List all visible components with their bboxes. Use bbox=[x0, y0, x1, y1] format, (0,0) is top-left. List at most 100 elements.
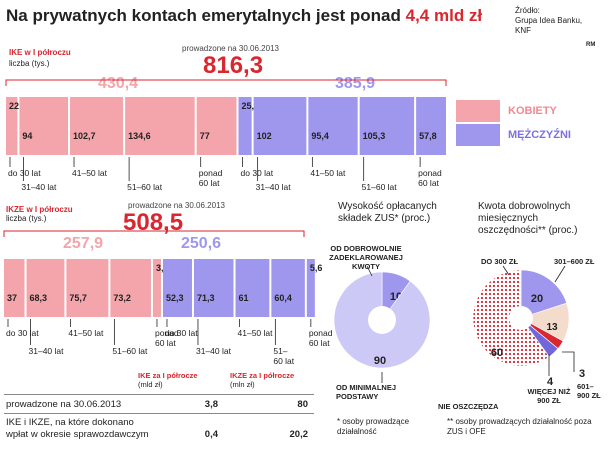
ike-women-total: 430,4 bbox=[98, 75, 139, 92]
bar bbox=[162, 259, 192, 317]
bar bbox=[66, 259, 109, 317]
pie-hole bbox=[509, 306, 533, 330]
table-col2-header: IKZE za I półrocze (mln zł) bbox=[230, 371, 294, 389]
category-label: ponad bbox=[418, 168, 442, 178]
bar-value-label: 25,4 bbox=[242, 101, 260, 111]
pie-hole bbox=[368, 306, 396, 334]
table-col2-unit: (mln zł) bbox=[230, 380, 255, 389]
pie-leader bbox=[366, 265, 373, 277]
pie-slice bbox=[520, 269, 568, 319]
ikze-men-total: 250,6 bbox=[181, 235, 222, 252]
category-label: do 30 lat bbox=[8, 168, 41, 178]
pie-leader bbox=[562, 351, 575, 372]
bar bbox=[306, 259, 315, 317]
bar bbox=[238, 97, 252, 155]
savings-footnote: ** osoby prowadzących działalność poza Z… bbox=[447, 417, 592, 436]
pie-value-label: 13 bbox=[546, 322, 558, 333]
bar bbox=[271, 259, 305, 317]
bar bbox=[70, 97, 124, 155]
pie-value-label: 60 bbox=[491, 347, 503, 359]
table-col2-title: IKZE za I półrocze bbox=[230, 371, 295, 380]
savings-slice-label: DO 300 ZŁ bbox=[481, 257, 519, 266]
category-label: 60 lat bbox=[273, 356, 294, 366]
category-label: 41–50 lat bbox=[72, 168, 108, 178]
bar-value-label: 60,4 bbox=[274, 293, 292, 303]
source-label: Źródło: bbox=[515, 6, 540, 15]
category-label: 31–40 lat bbox=[21, 182, 57, 192]
pie-value-label: 4 bbox=[547, 376, 554, 388]
category-label: ponad bbox=[309, 328, 333, 338]
table-divider bbox=[4, 394, 314, 395]
category-label: 31–40 lat bbox=[196, 346, 232, 356]
source-note: Źródło: Grupa Idea Banku, KNF bbox=[515, 6, 605, 36]
bar-value-label: 68,3 bbox=[30, 293, 48, 303]
table-row-value: 20,2 bbox=[289, 429, 309, 440]
category-label: do 30 lat bbox=[6, 328, 39, 338]
bar-value-label: 52,3 bbox=[166, 293, 184, 303]
category-label: 51–60 lat bbox=[127, 182, 163, 192]
table-row-value: 80 bbox=[297, 399, 308, 410]
ikze-ylabel: liczba (tys.) bbox=[6, 214, 47, 223]
ike-note: prowadzone na 30.06.2013 bbox=[182, 44, 279, 53]
bar bbox=[253, 97, 307, 155]
category-label: 51–60 lat bbox=[362, 182, 398, 192]
source-line: Grupa Idea Banku, bbox=[515, 16, 583, 25]
bar bbox=[308, 97, 358, 155]
bar bbox=[193, 259, 234, 317]
table-row-label-line: wpłat w okresie sprawozdawczym bbox=[6, 429, 149, 440]
pie-leader bbox=[554, 265, 566, 283]
zus-pie-title: Wysokość opłacanych składek ZUS* (proc.) bbox=[338, 201, 437, 224]
category-label: 60 lat bbox=[418, 178, 439, 188]
bar bbox=[6, 97, 18, 155]
bar bbox=[152, 259, 161, 317]
bar bbox=[110, 259, 151, 317]
bar-value-label: 102,7 bbox=[73, 131, 96, 141]
table-col1-header: IKE za I półrocze (mld zł) bbox=[138, 371, 198, 389]
table-col1-title: IKE za I półrocze bbox=[138, 371, 198, 380]
bar-value-label: 75,7 bbox=[69, 293, 87, 303]
zus-slice-label: OD DOBROWOLNIE ZADEKLAROWANEJ KWOTY bbox=[329, 244, 403, 271]
ikze-title: IKZE w I półroczu bbox=[6, 205, 73, 214]
title-highlight: 4,4 mld zł bbox=[405, 6, 483, 25]
category-label: ponad bbox=[199, 168, 223, 178]
page-title: Na prywatnych kontach emerytalnych jest … bbox=[6, 6, 482, 26]
table-col1-unit: (mld zł) bbox=[138, 380, 163, 389]
table-row-value: 3,8 bbox=[204, 399, 218, 410]
bar bbox=[26, 259, 65, 317]
pie-leader bbox=[502, 265, 510, 276]
savings-pie-title: Kwota dobrowolnych miesięcznych oszczędn… bbox=[478, 201, 578, 236]
table-row-value: 0,4 bbox=[204, 429, 218, 440]
category-label: 31–40 lat bbox=[256, 182, 292, 192]
category-label: ponad bbox=[155, 328, 179, 338]
category-label: 41–50 lat bbox=[68, 328, 104, 338]
pie-value-label: 90 bbox=[374, 355, 386, 367]
credit: RM bbox=[586, 42, 596, 48]
pie-value-label: 3 bbox=[579, 368, 585, 380]
category-label: 31–40 lat bbox=[29, 346, 65, 356]
ike-ylabel: liczba (tys.) bbox=[9, 59, 50, 68]
category-label: 41–50 lat bbox=[310, 168, 346, 178]
bar-value-label: 5,6 bbox=[310, 263, 323, 273]
savings-slice-label: NIE OSZCZĘDZA bbox=[438, 402, 499, 411]
bar-value-label: 22,1 bbox=[9, 101, 27, 111]
category-label: 41–50 lat bbox=[238, 328, 274, 338]
category-label: 51–60 lat bbox=[112, 346, 148, 356]
bar-value-label: 77 bbox=[200, 131, 210, 141]
total-bracket bbox=[5, 79, 447, 86]
savings-slice-label: WIĘCEJ NIŻ 900 ZŁ bbox=[527, 387, 571, 405]
ikze-women-total: 257,9 bbox=[63, 235, 104, 252]
zus-slice-label: OD MINIMALNEJ PODSTAWY bbox=[336, 383, 396, 401]
title-text: Na prywatnych kontach emerytalnych jest … bbox=[6, 6, 406, 25]
ikze-note: prowadzone na 30.06.2013 bbox=[128, 201, 225, 210]
category-label: 60 lat bbox=[155, 338, 176, 348]
legend-women-label: KOBIETY bbox=[508, 105, 557, 117]
legend-women-swatch bbox=[456, 100, 500, 122]
bar-value-label: 95,4 bbox=[311, 131, 329, 141]
legend-men-swatch bbox=[456, 124, 500, 146]
ike-title: IKE w I półroczu bbox=[9, 48, 71, 57]
source-line: KNF bbox=[515, 26, 531, 35]
category-label: 60 lat bbox=[199, 178, 220, 188]
legend-men-label: MĘŻCZYŹNI bbox=[508, 129, 571, 141]
table-row-label: IKE i IKZE, na które dokonano wpłat w okr… bbox=[6, 417, 149, 441]
